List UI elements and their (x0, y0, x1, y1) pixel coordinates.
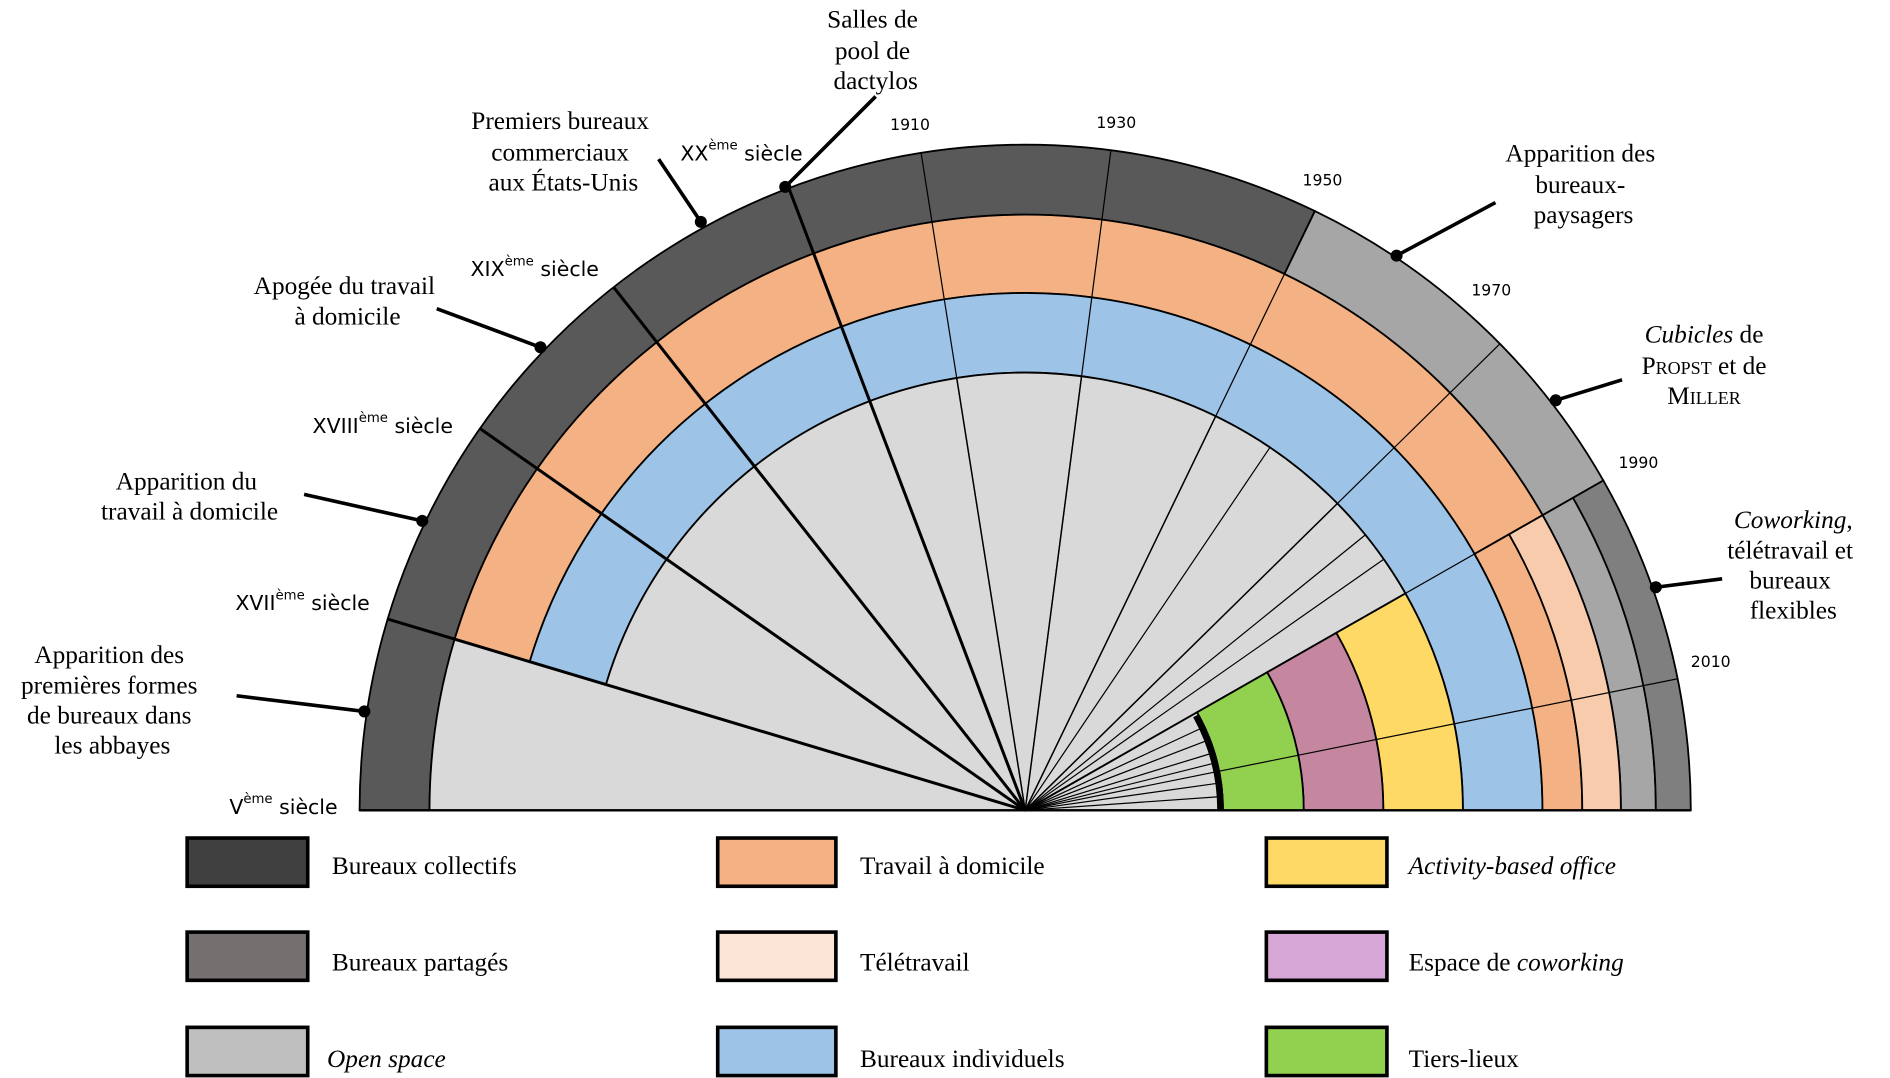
legend (185, 836, 1389, 1078)
legend-label: Télétravail (860, 949, 970, 977)
annotation: Coworking, (1734, 506, 1853, 534)
legend-label: Bureaux collectifs (332, 852, 517, 880)
divider (1024, 592, 1406, 811)
divider (1025, 678, 1678, 811)
annotation: Salles de pool de dactylos (827, 6, 924, 95)
legend-swatch (1264, 930, 1389, 983)
divider (1025, 782, 1222, 811)
era-label: Vème siècle (229, 791, 337, 819)
annotation: Apparition du travail à domicile (101, 468, 278, 526)
divider (1024, 415, 1217, 811)
divider (1024, 738, 1211, 811)
legend-label: Bureaux individuels (860, 1045, 1065, 1073)
legend-swatch (715, 836, 838, 889)
legend-swatch (185, 836, 310, 889)
legend-swatch (1264, 836, 1389, 889)
divider (1024, 376, 1083, 811)
year-label: 1990 (1618, 453, 1658, 472)
era-label: XXème siècle (680, 138, 802, 166)
legend-label: Activity-based office (1407, 852, 1616, 880)
leader-dot (779, 180, 792, 193)
annotation: Cubicles de (1645, 320, 1764, 348)
leader (236, 693, 365, 714)
divider (1025, 761, 1218, 811)
divider (479, 427, 1027, 812)
legend-swatch (1264, 1025, 1389, 1078)
annotation: télétravail et bureaux flexibles (1727, 536, 1859, 624)
leader (436, 306, 542, 349)
year-label: 1930 (1096, 113, 1136, 132)
leader-dot (694, 215, 707, 228)
leader (657, 158, 703, 223)
leader-dot (1649, 581, 1662, 594)
annotation: Miller (1667, 382, 1741, 410)
legend-swatch (715, 930, 838, 983)
divider (612, 286, 1027, 812)
divider (1024, 447, 1271, 811)
year-label: 2010 (1691, 652, 1731, 671)
leaders (236, 95, 1723, 718)
year-label: 1970 (1471, 280, 1511, 299)
ring-segment (428, 638, 1026, 812)
leader-dot (416, 514, 429, 527)
annotation: Apogée du travail à domicile (254, 272, 442, 330)
rings (358, 143, 1692, 812)
year-label: 1950 (1303, 171, 1343, 190)
legend-label: Travail à domicile (860, 852, 1045, 880)
leader (1395, 200, 1497, 258)
divider (787, 187, 1027, 811)
legend-swatch (185, 930, 310, 983)
annotation: Propst et de (1642, 352, 1767, 380)
divider (955, 377, 1026, 811)
leader (1555, 378, 1623, 403)
legend-label: Tiers-lieux (1409, 1045, 1520, 1073)
divider (1025, 751, 1215, 811)
legend-label: Bureaux partagés (332, 949, 508, 977)
divider (1024, 558, 1385, 811)
divider (1024, 502, 1338, 811)
legend-swatch (185, 1025, 310, 1078)
leader (1655, 576, 1723, 590)
era-label: XVIIème siècle (235, 587, 369, 615)
divider (1024, 534, 1366, 811)
leader-dot (1390, 249, 1403, 262)
divider (1025, 795, 1223, 811)
legend-label: Espace de coworking (1409, 949, 1624, 977)
divider (1024, 726, 1205, 811)
legend-swatch (715, 1025, 838, 1078)
annotation: Apparition des bureaux- paysagers (1505, 140, 1661, 229)
leader-dot (534, 341, 547, 354)
era-label: XVIIIème siècle (313, 410, 453, 438)
leader (783, 95, 877, 189)
annotation: Premiers bureaux commerciaux aux États-U… (471, 107, 655, 196)
ring-segment (604, 371, 1407, 812)
divider (387, 617, 1026, 812)
annotation: Apparition des premières formes de burea… (21, 641, 204, 759)
year-label: 1910 (890, 115, 930, 134)
legend-label: Open space (327, 1045, 446, 1073)
leader-dot (1549, 394, 1562, 407)
leader-dot (358, 705, 371, 718)
era-label: XIXème siècle (471, 253, 599, 281)
leader (303, 492, 423, 523)
